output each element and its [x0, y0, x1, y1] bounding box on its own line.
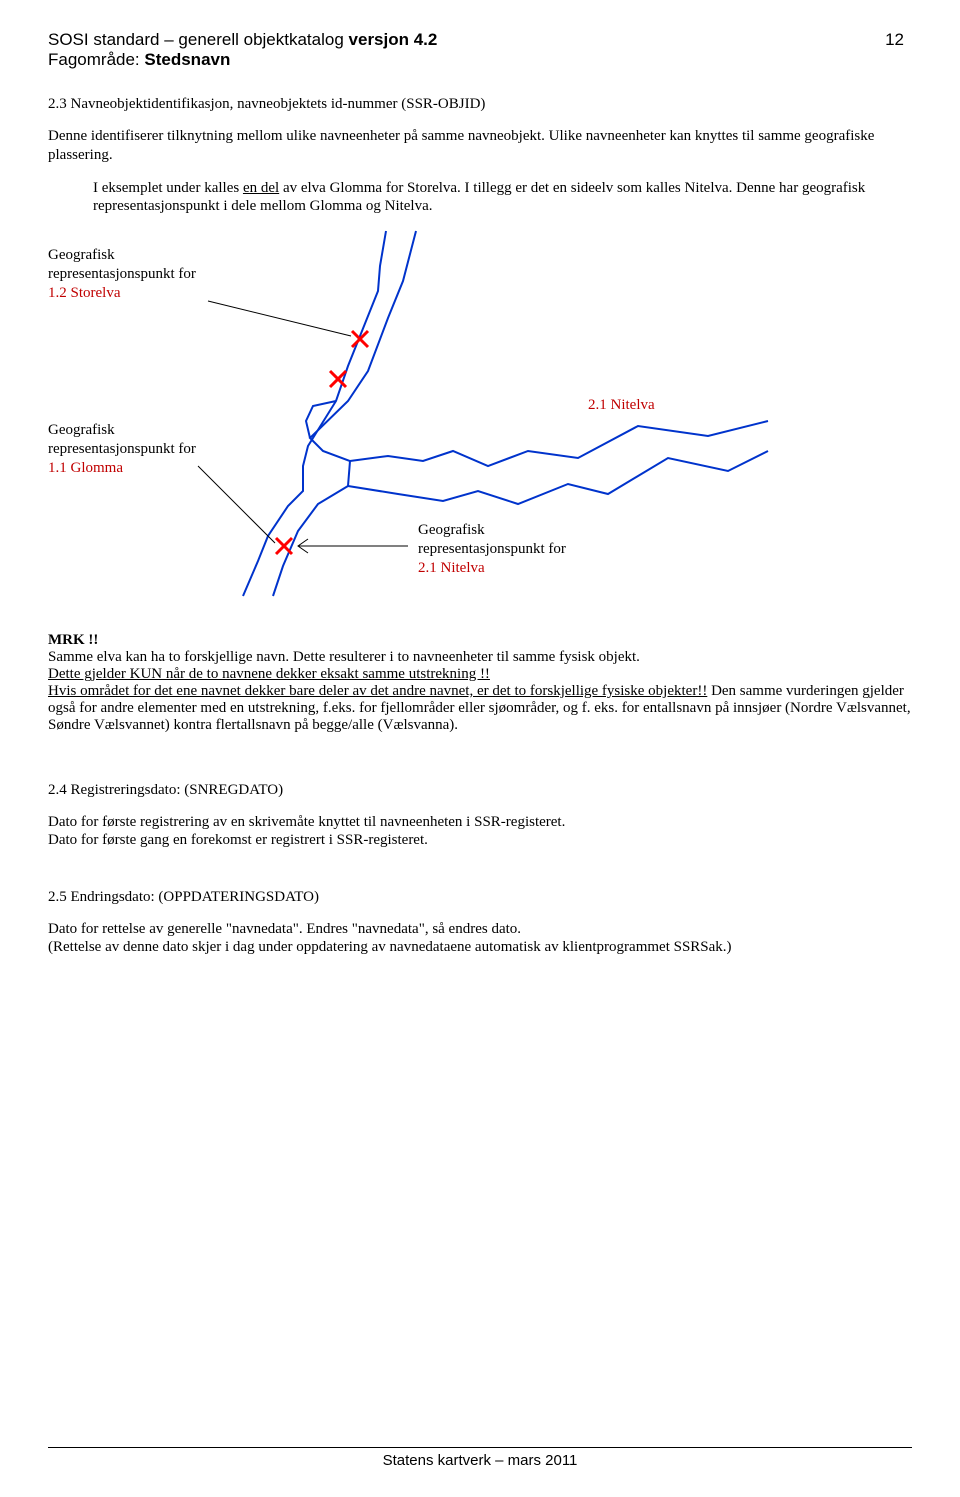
- p2-pre: I eksemplet under kalles: [93, 180, 243, 196]
- header-line2: Fagområde: Stedsnavn: [48, 50, 437, 70]
- section-2-4: 2.4 Registreringsdato: (SNREGDATO) Dato …: [48, 782, 912, 849]
- pointer-storelva: [208, 301, 351, 336]
- anno-glomma-l2: representasjonspunkt for: [48, 441, 196, 457]
- anno-nitelva-point: Geografisk representasjonspunkt for 2.1 …: [418, 521, 566, 577]
- section-2-3-heading: 2.3 Navneobjektidentifikasjon, navneobje…: [48, 96, 912, 113]
- mrk-p3: Hvis området for det ene navnet dekker b…: [48, 683, 912, 734]
- anno-storelva-l2: representasjonspunkt for: [48, 266, 196, 282]
- section-2-3: 2.3 Navneobjektidentifikasjon, navneobje…: [48, 96, 912, 216]
- header-title-block: SOSI standard – generell objektkatalog v…: [48, 30, 437, 70]
- pointer-glomma: [198, 466, 275, 543]
- anno-glomma: Geografisk representasjonspunkt for 1.1 …: [48, 421, 196, 477]
- header-line1: SOSI standard – generell objektkatalog v…: [48, 30, 437, 50]
- anno-glomma-l3: 1.1 Glomma: [48, 460, 123, 476]
- anno-storelva: Geografisk representasjonspunkt for 1.2 …: [48, 246, 196, 302]
- anno-nitelva-l3: 2.1 Nitelva: [418, 560, 485, 576]
- section-2-5: 2.5 Endringsdato: (OPPDATERINGSDATO) Dat…: [48, 889, 912, 956]
- river-diagram: Geografisk representasjonspunkt for 1.2 …: [48, 226, 912, 626]
- page-number: 12: [885, 30, 912, 50]
- mrk-block: MRK !! Samme elva kan ha to forskjellige…: [48, 632, 912, 734]
- anno-nitelva-label: 2.1 Nitelva: [588, 396, 655, 415]
- anno-nitelva-l2: representasjonspunkt for: [418, 541, 566, 557]
- header-title-bold: versjon 4.2: [349, 30, 438, 49]
- section-2-3-p1: Denne identifiserer tilknytning mellom u…: [48, 127, 912, 165]
- section-2-3-p2: I eksemplet under kalles en del av elva …: [93, 179, 912, 217]
- section-2-5-p1: Dato for rettelse av generelle "navnedat…: [48, 920, 912, 939]
- page-footer: Statens kartverk – mars 2011: [48, 1447, 912, 1469]
- river-nitelva-top: [350, 421, 768, 466]
- anno-storelva-l3: 1.2 Storelva: [48, 285, 121, 301]
- mrk-p1: Samme elva kan ha to forskjellige navn. …: [48, 649, 912, 666]
- header-subtitle-bold: Stedsnavn: [144, 50, 230, 69]
- section-2-4-p1: Dato for første registrering av en skriv…: [48, 813, 912, 832]
- anno-glomma-l1: Geografisk: [48, 422, 115, 438]
- section-2-4-heading: 2.4 Registreringsdato: (SNREGDATO): [48, 782, 912, 799]
- section-2-4-p2: Dato for første gang en forekomst er reg…: [48, 832, 912, 849]
- page-header: SOSI standard – generell objektkatalog v…: [48, 30, 912, 70]
- anno-nitelva-l1: Geografisk: [418, 522, 485, 538]
- river-glomma-right: [273, 231, 416, 596]
- p2-underline: en del: [243, 180, 279, 196]
- mrk-p3a: Hvis området for det ene navnet dekker b…: [48, 683, 707, 699]
- mrk-p2: Dette gjelder KUN når de to navnene dekk…: [48, 666, 490, 682]
- header-subtitle-plain: Fagområde:: [48, 50, 144, 69]
- section-2-5-heading: 2.5 Endringsdato: (OPPDATERINGSDATO): [48, 889, 912, 906]
- anno-storelva-l1: Geografisk: [48, 247, 115, 263]
- marker-glomma: [276, 538, 292, 554]
- river-glomma-left: [243, 231, 386, 596]
- section-2-5-p2: (Rettelse av denne dato skjer i dag unde…: [48, 939, 912, 956]
- mrk-title: MRK !!: [48, 632, 912, 649]
- header-title-plain: SOSI standard – generell objektkatalog: [48, 30, 349, 49]
